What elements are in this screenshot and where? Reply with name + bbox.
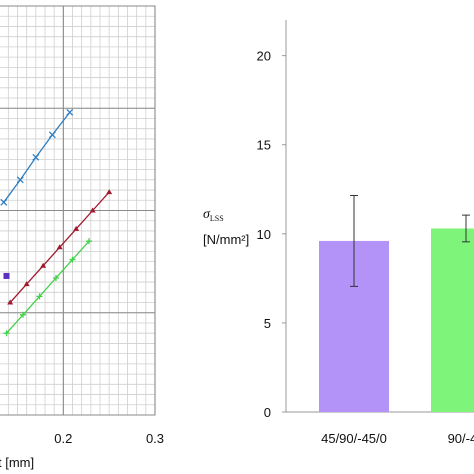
x-category-label: 90/-45: [448, 431, 474, 446]
data-point: [48, 131, 56, 139]
y-axis-label-subscript: LSS: [210, 214, 224, 223]
data-point: [40, 262, 47, 268]
right-x-tick-labels: 45/90/-45/0 90/-45: [321, 431, 474, 446]
data-point: [69, 256, 76, 263]
left-line-chart: 0.2 0.3 t [mm]: [0, 5, 164, 470]
y-axis-label-unit: [N/mm²]: [203, 232, 249, 247]
data-point: [86, 238, 92, 245]
right-bars: [319, 195, 474, 412]
data-point: [36, 293, 43, 300]
y-tick-label: 10: [257, 227, 271, 242]
data-point: [7, 299, 14, 305]
left-x-axis-label: t [mm]: [0, 455, 34, 470]
y-axis-label-symbol: σLSS: [203, 207, 224, 223]
y-tick-label: 20: [257, 49, 271, 64]
data-point: [53, 274, 59, 281]
data-point: [16, 176, 24, 184]
left-plot-grid: [0, 5, 156, 416]
data-point: [3, 272, 10, 279]
y-tick-label: 15: [257, 138, 271, 153]
left-plot-series: [0, 108, 113, 337]
y-tick-label: 0: [264, 405, 271, 420]
data-point: [106, 189, 113, 195]
x-category-label: 45/90/-45/0: [321, 431, 387, 446]
data-point: [3, 330, 10, 337]
data-point: [89, 207, 96, 213]
left-x-tick-labels: 0.2 0.3: [54, 431, 164, 446]
data-point: [56, 244, 63, 250]
right-bar-chart: 0 5 10 15 20 45/90/-45/0 90/-45 σLSS [N/mm²]: [203, 20, 474, 446]
x-tick-label: 0.2: [54, 431, 72, 446]
data-point: [20, 311, 26, 318]
x-tick-label: 0.3: [146, 431, 164, 446]
bar: [431, 228, 474, 412]
data-point: [23, 281, 30, 287]
data-point: [73, 225, 80, 231]
data-point: [0, 198, 8, 206]
data-point: [66, 108, 74, 116]
y-tick-label: 5: [264, 316, 271, 331]
right-y-tick-labels: 0 5 10 15 20: [257, 49, 286, 420]
series-line: [6, 240, 90, 334]
data-point: [32, 153, 40, 161]
